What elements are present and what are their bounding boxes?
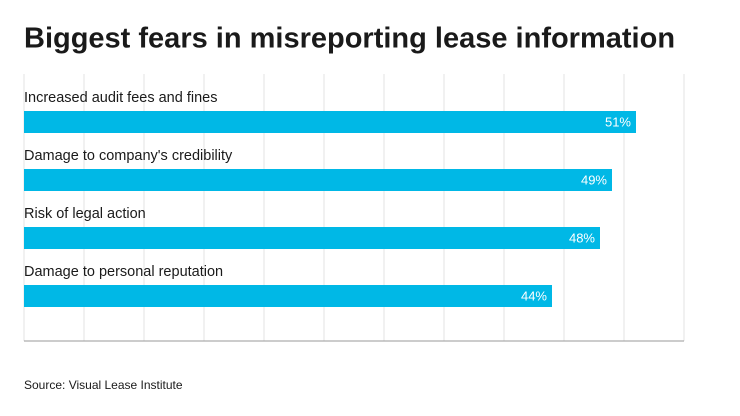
category-label: Increased audit fees and fines bbox=[24, 90, 217, 106]
chart-title: Biggest fears in misreporting lease info… bbox=[24, 23, 675, 55]
value-label: 48% bbox=[569, 230, 595, 245]
value-label: 51% bbox=[605, 114, 631, 129]
bar bbox=[24, 111, 636, 133]
category-label: Risk of legal action bbox=[24, 206, 146, 222]
bar bbox=[24, 169, 612, 191]
source: Source: Visual Lease Institute bbox=[24, 378, 183, 392]
bar bbox=[24, 285, 552, 307]
bar bbox=[24, 227, 600, 249]
category-label: Damage to personal reputation bbox=[24, 264, 223, 280]
value-label: 44% bbox=[521, 288, 547, 303]
category-label: Damage to company's credibility bbox=[24, 148, 233, 164]
value-label: 49% bbox=[581, 172, 607, 187]
